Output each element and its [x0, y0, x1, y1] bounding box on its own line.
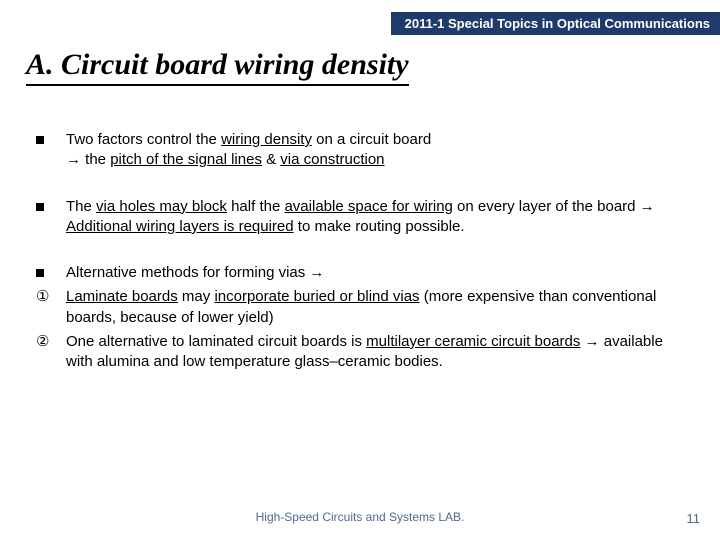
- subitem-1: ① Laminate boards may incorporate buried…: [36, 287, 690, 328]
- bullet-text: Alternative methods for forming vias →: [66, 263, 690, 283]
- page-number: 11: [687, 511, 701, 526]
- bullet-text: The via holes may block half the availab…: [66, 197, 690, 238]
- subitem-2: ② One alternative to laminated circuit b…: [36, 332, 690, 373]
- circled-number-1: ①: [36, 287, 66, 328]
- bullet-marker: [36, 130, 66, 171]
- footer-label: High-Speed Circuits and Systems LAB.: [0, 510, 720, 524]
- subitem-text: Laminate boards may incorporate buried o…: [66, 287, 690, 328]
- subitem-text: One alternative to laminated circuit boa…: [66, 332, 690, 373]
- bullet-text: Two factors control the wiring density o…: [66, 130, 690, 171]
- bullet-marker: [36, 197, 66, 238]
- header-bar: 2011-1 Special Topics in Optical Communi…: [391, 12, 720, 35]
- bullet-3: Alternative methods for forming vias →: [36, 263, 690, 283]
- slide-title: A. Circuit board wiring density: [26, 48, 409, 86]
- circled-number-2: ②: [36, 332, 66, 373]
- bullet-1: Two factors control the wiring density o…: [36, 130, 690, 171]
- slide-body: Two factors control the wiring density o…: [36, 130, 690, 376]
- bullet-marker: [36, 263, 66, 283]
- bullet-2: The via holes may block half the availab…: [36, 197, 690, 238]
